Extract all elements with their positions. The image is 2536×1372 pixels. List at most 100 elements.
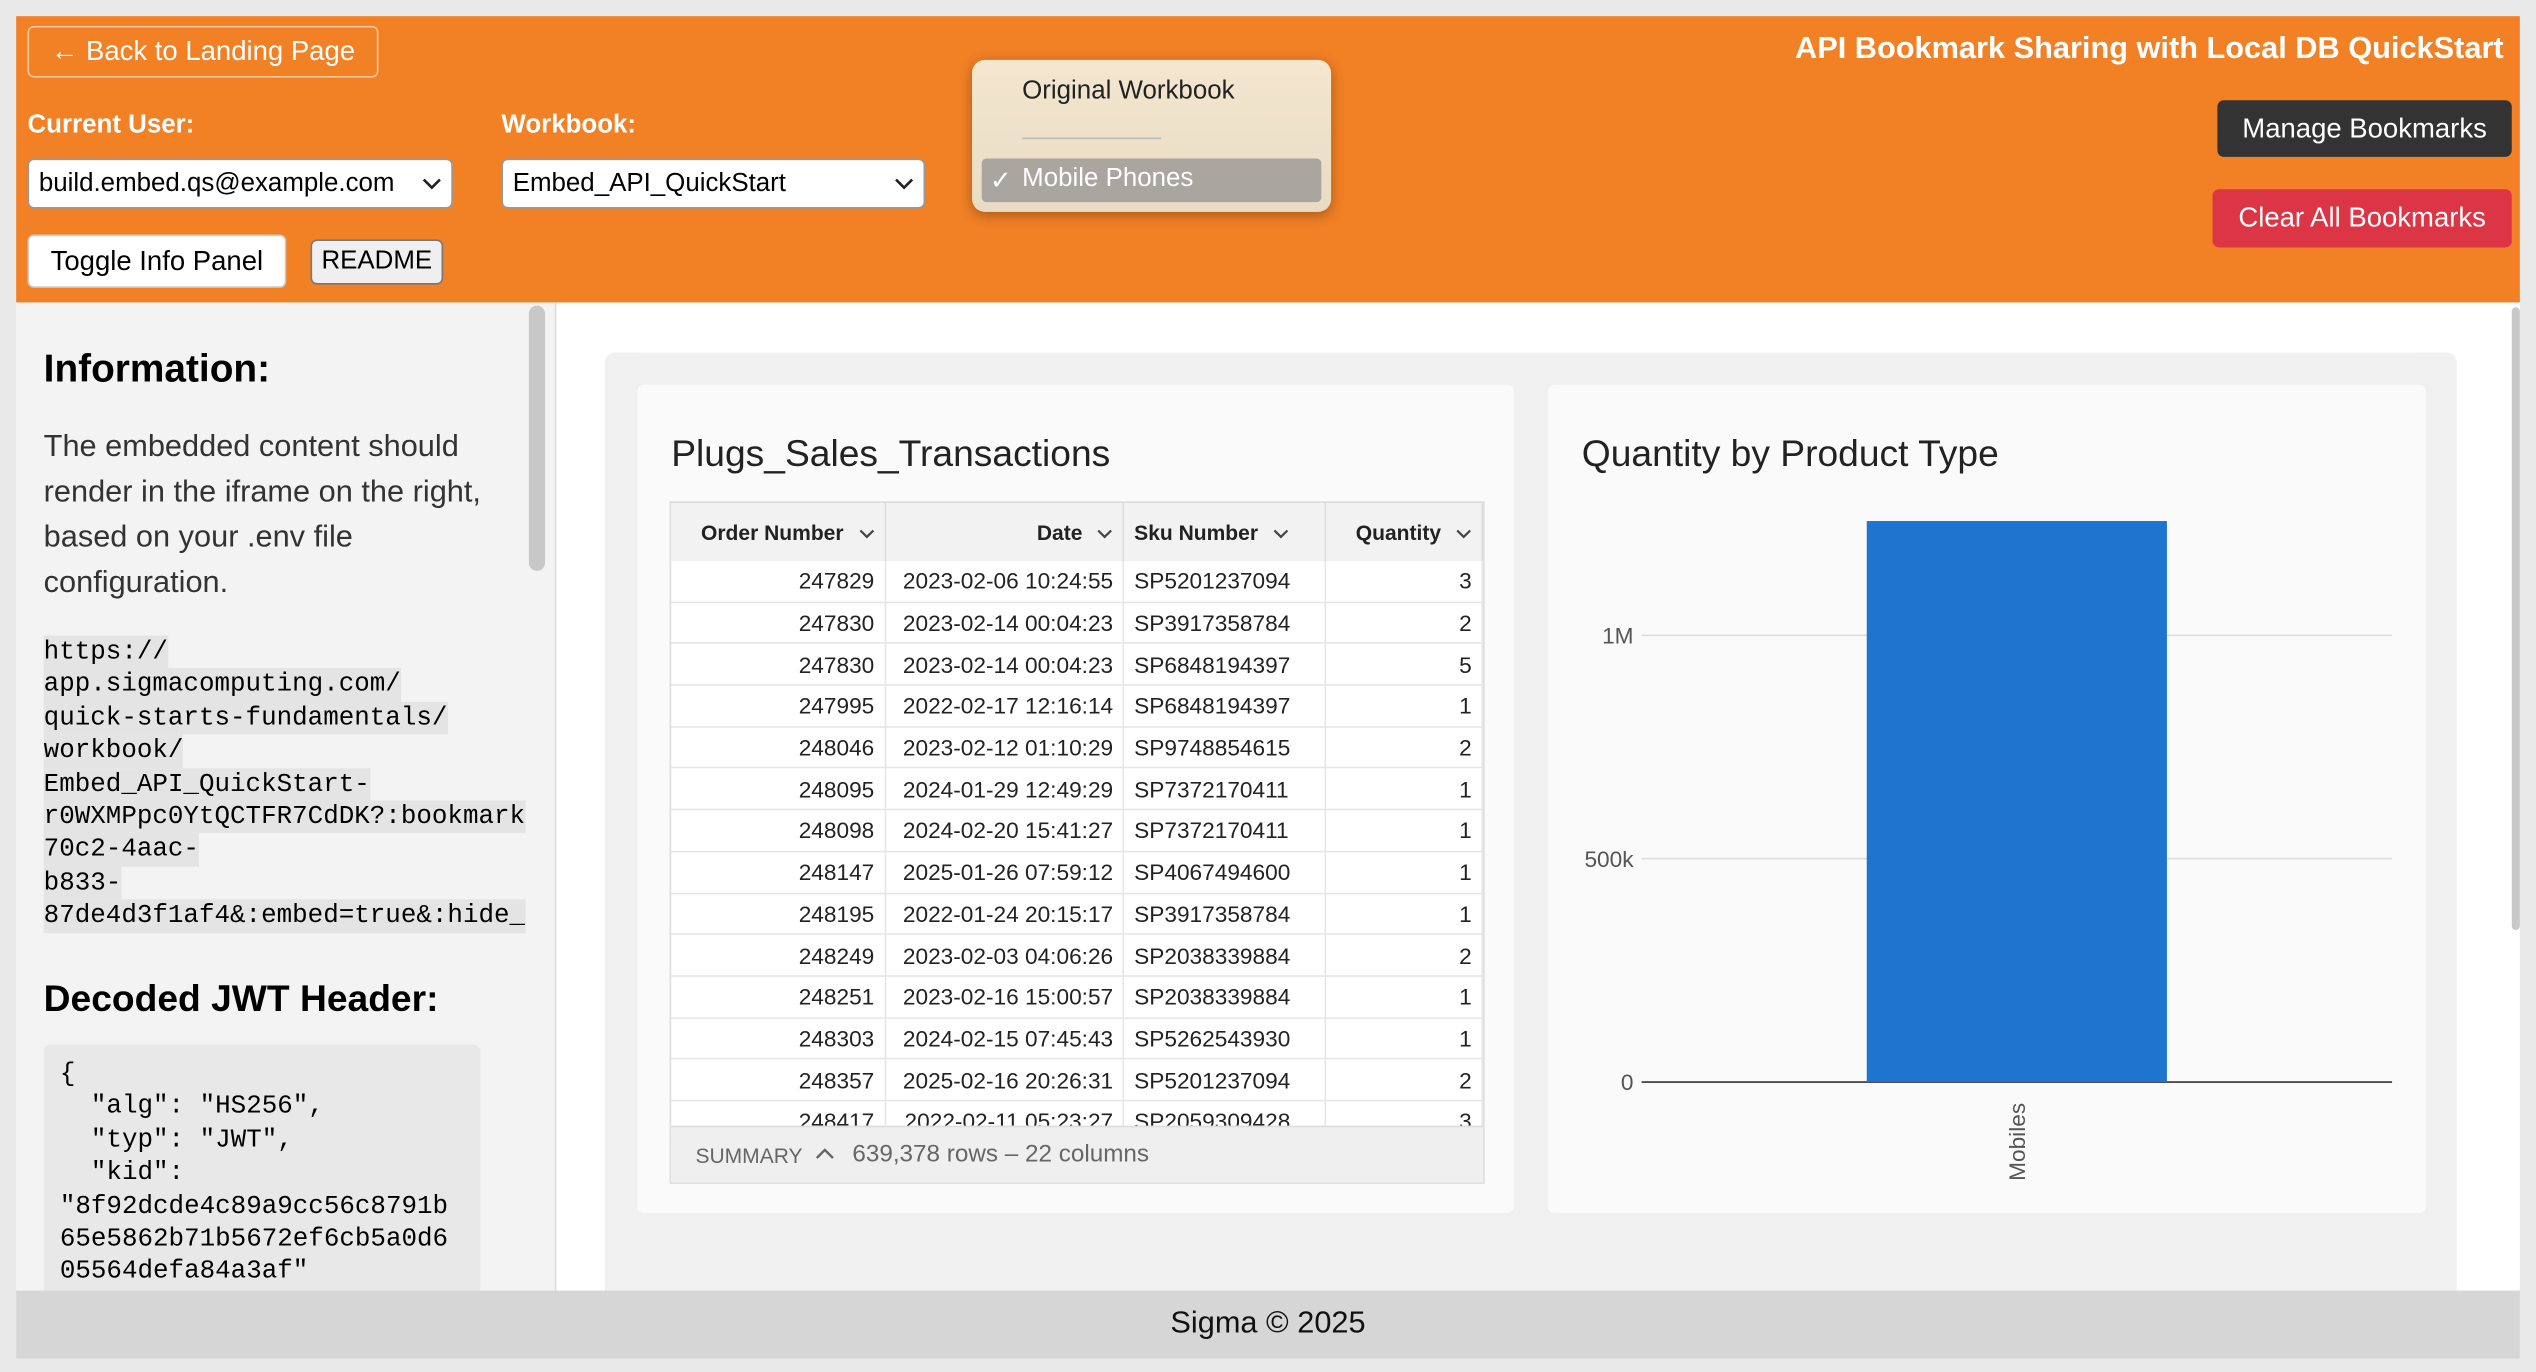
url-line: workbook/ xyxy=(43,734,184,768)
url-line: https:// xyxy=(43,635,168,669)
manage-button[interactable]: Manage Bookmarks xyxy=(2217,100,2512,157)
table-title: Plugs_Sales_Transactions xyxy=(671,431,1111,474)
url-block: https://app.sigmacomputing.com/quick-sta… xyxy=(43,635,526,933)
scrollbar[interactable] xyxy=(2511,307,2520,930)
back-button[interactable]: ← Back to Landing Page xyxy=(27,25,379,78)
column-header[interactable]: Date xyxy=(884,502,1125,562)
table-cell: 2 xyxy=(1324,934,1484,977)
toggle-button[interactable]: Toggle Info Panel xyxy=(27,234,287,288)
url-line: 70c2-4aac- xyxy=(43,833,199,867)
table-cell: 3 xyxy=(1324,561,1484,603)
table-row: 247830 2023-02-14 00:04:23 SP6848194397 5 xyxy=(671,643,1484,686)
workbook-select[interactable]: Embed_API_QuickStart xyxy=(501,158,926,209)
header-row: Order Number Date Sku Number Quantity xyxy=(671,502,1484,562)
table-cell: 2023-02-14 00:04:23 xyxy=(884,643,1125,686)
table-cell: 2025-02-16 20:26:31 xyxy=(884,1058,1125,1102)
jwt-line: "kid": xyxy=(59,1158,185,1188)
data-table: Order Number Date Sku Number Quantity 247829… xyxy=(671,502,1484,1143)
column-header[interactable]: Order Number xyxy=(671,502,886,562)
table-cell: 2 xyxy=(1324,601,1484,645)
column-header[interactable]: Sku Number xyxy=(1123,502,1326,562)
table-cell: 1 xyxy=(1324,1017,1484,1060)
info-heading: Information: xyxy=(43,347,271,392)
chart: 0 500k 1M Mobiles xyxy=(1584,521,2393,1181)
url-line: b833- xyxy=(43,866,122,900)
jwt-block: { "alg": "HS256", "typ": "JWT", "kid": "8… xyxy=(43,1044,481,1291)
table-row: 247829 2023-02-06 10:24:55 SP5201237094 3 xyxy=(671,561,1484,603)
sort-chevron[interactable] xyxy=(1097,528,1113,539)
table-card: Plugs_Sales_Transactions Order Number Dat… xyxy=(637,384,1514,1214)
menu-item-selected[interactable]: ✓ Mobile Phones xyxy=(981,158,1322,203)
menu-item[interactable]: Original Workbook xyxy=(1022,77,1235,106)
table-row: 248046 2023-02-12 01:10:29 SP9748854615 2 xyxy=(671,726,1484,769)
table-cell: 1 xyxy=(1324,851,1484,894)
table-cell: 248046 xyxy=(671,726,886,769)
table-cell: SP5201237094 xyxy=(1123,1058,1326,1102)
table-cell: SP3917358784 xyxy=(1123,892,1326,936)
table-cell: 248098 xyxy=(671,809,886,853)
sort-chevron[interactable] xyxy=(1456,528,1472,539)
menu-item-label: Mobile Phones xyxy=(1022,164,1194,193)
jwt-line: "8f92dcde4c89a9cc56c8791b xyxy=(59,1191,449,1221)
table-cell: 248195 xyxy=(671,892,886,936)
table-cell: 247829 xyxy=(671,561,886,603)
summary-label[interactable]: SUMMARY xyxy=(695,1143,803,1168)
table-row: 248357 2025-02-16 20:26:31 SP5201237094 2 xyxy=(671,1058,1484,1102)
table-cell: SP7372170411 xyxy=(1123,768,1326,811)
chevron xyxy=(895,178,914,190)
url-line: quick-starts-fundamentals/ xyxy=(43,701,448,735)
readme-button[interactable]: README xyxy=(310,239,444,285)
check-mark: ✓ xyxy=(989,168,1012,196)
table-cell: 2022-01-24 20:15:17 xyxy=(884,892,1125,936)
table-cell: SP4067494600 xyxy=(1123,851,1326,894)
table-cell: 248357 xyxy=(671,1058,886,1102)
table-cell: 2023-02-03 04:06:26 xyxy=(884,934,1125,977)
jwt-line: 05564defa84a3af" xyxy=(59,1257,309,1287)
table-cell: SP7372170411 xyxy=(1123,809,1326,853)
table-row: 248095 2024-01-29 12:49:29 SP7372170411 1 xyxy=(671,768,1484,811)
sort-chevron[interactable] xyxy=(1273,528,1289,539)
chevron xyxy=(422,178,441,190)
table-cell: 2024-02-15 07:45:43 xyxy=(884,1017,1125,1060)
table-cell: 1 xyxy=(1324,685,1484,728)
table-row: 248098 2024-02-20 15:41:27 SP7372170411 1 xyxy=(671,809,1484,853)
sort-chevron[interactable] xyxy=(858,528,874,539)
jwt-line: "typ": "JWT", xyxy=(59,1125,293,1155)
user-label: Current User: xyxy=(27,111,195,140)
y-tick-label: 1M xyxy=(1602,623,1633,648)
table-frame: Order Number Date Sku Number Quantity 247829… xyxy=(669,501,1485,1184)
table-body: 247829 2023-02-06 10:24:55 SP5201237094 3 24… xyxy=(671,561,1484,1143)
table-cell: 247830 xyxy=(671,601,886,645)
table-cell: 1 xyxy=(1324,768,1484,811)
y-tick-label: 0 xyxy=(1621,1070,1634,1095)
table-cell: 2024-02-20 15:41:27 xyxy=(884,809,1125,853)
table-cell: 5 xyxy=(1324,643,1484,686)
table-cell: 2025-01-26 07:59:12 xyxy=(884,851,1125,894)
caret xyxy=(815,1148,834,1159)
info-text: The embedded content should render in th… xyxy=(43,430,481,601)
table-cell: 1 xyxy=(1324,975,1484,1019)
table-cell: SP3917358784 xyxy=(1123,601,1326,645)
table-row: 248195 2022-01-24 20:15:17 SP3917358784 1 xyxy=(671,892,1484,936)
table-cell: 247830 xyxy=(671,643,886,686)
jwt-heading: Decoded JWT Header: xyxy=(43,976,439,1019)
column-label: Quantity xyxy=(1355,519,1442,545)
clear-button[interactable]: Clear All Bookmarks xyxy=(2212,189,2512,248)
summary-text: 639,378 rows – 22 columns xyxy=(852,1140,1150,1168)
info-panel: Information: The embedded content should… xyxy=(16,302,557,1291)
table-cell: 248251 xyxy=(671,975,886,1019)
table-cell: 2023-02-12 01:10:29 xyxy=(884,726,1125,769)
user-select[interactable]: build.embed.qs@example.com xyxy=(27,158,453,209)
column-label: Date xyxy=(1036,519,1083,545)
table-cell: 248095 xyxy=(671,768,886,811)
scrollbar[interactable] xyxy=(528,305,546,571)
column-header[interactable]: Quantity xyxy=(1324,502,1484,562)
y-tick-label: 500k xyxy=(1584,847,1634,872)
table-cell: 2023-02-16 15:00:57 xyxy=(884,975,1125,1019)
table-cell: 2024-01-29 12:49:29 xyxy=(884,768,1125,811)
table-cell: SP6848194397 xyxy=(1123,643,1326,686)
workbook-value: Embed_API_QuickStart xyxy=(512,169,786,197)
table-cell: SP2038339884 xyxy=(1123,934,1326,977)
